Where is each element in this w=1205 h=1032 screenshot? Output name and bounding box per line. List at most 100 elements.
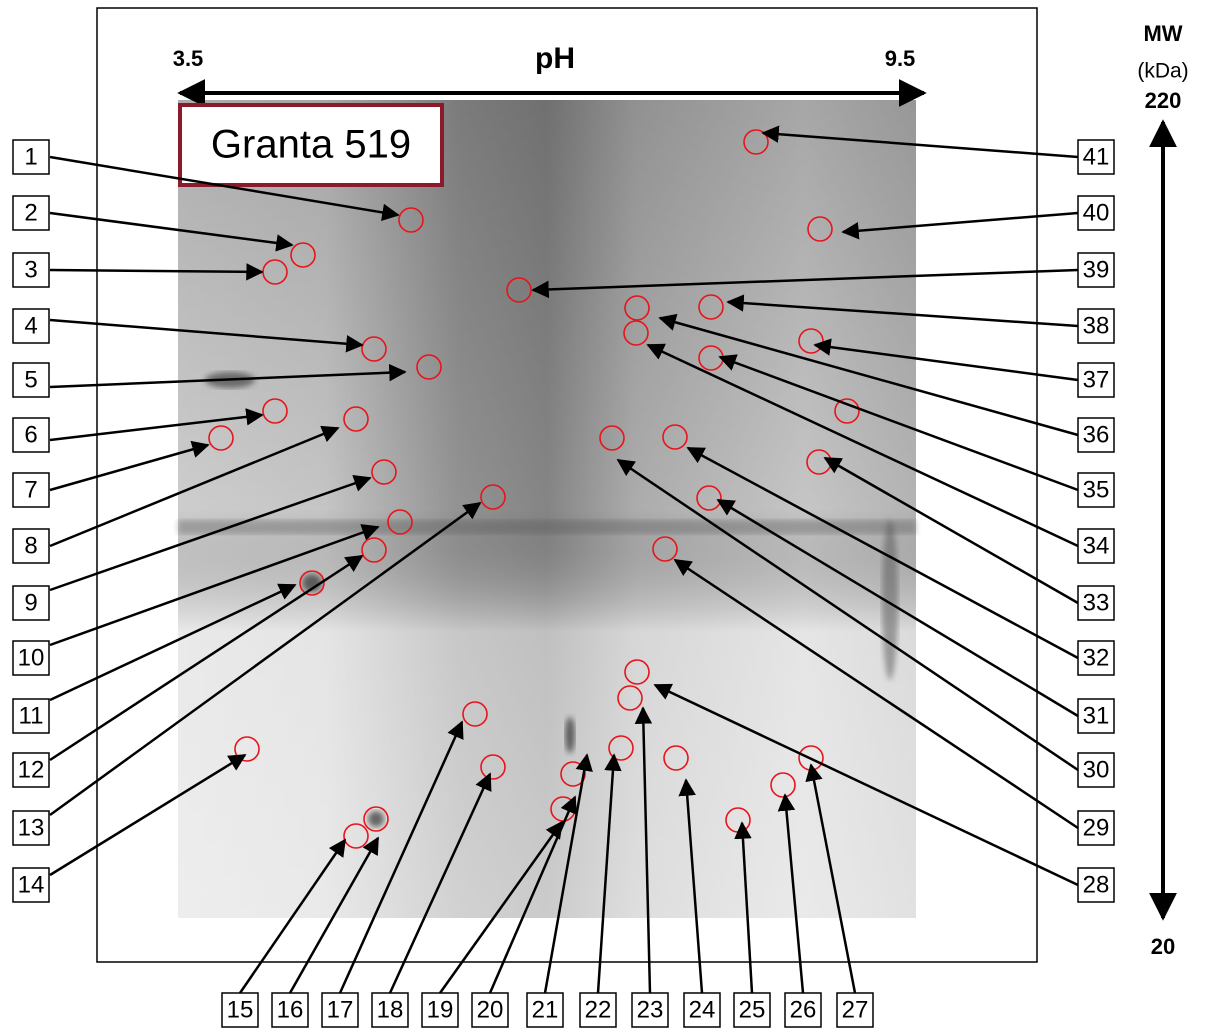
spot-circle <box>696 485 722 511</box>
spot-label: 33 <box>1083 589 1110 616</box>
spot-arrow <box>388 772 492 994</box>
spot-circle <box>343 823 369 849</box>
spot-label: 18 <box>377 996 404 1023</box>
spot-label-box <box>12 867 50 903</box>
spot-circle <box>617 685 643 711</box>
spot-arrow <box>734 821 754 994</box>
spot-circle <box>599 425 625 451</box>
spot-label-box <box>12 472 50 508</box>
spot-label: 14 <box>18 871 45 898</box>
spot-circle <box>506 277 532 303</box>
spot-circle <box>361 537 387 563</box>
spot-circle <box>208 425 234 451</box>
spot-arrow <box>686 446 1079 660</box>
spot-label: 6 <box>24 421 37 448</box>
spot-label: 8 <box>24 532 37 559</box>
spot-label: 24 <box>689 996 716 1023</box>
spot-circle <box>387 509 413 535</box>
spot-arrow <box>49 583 297 702</box>
spot-label-box <box>12 640 50 676</box>
mw-min: 20 <box>1151 934 1175 959</box>
spot-label: 3 <box>24 256 37 283</box>
spot-arrow <box>673 558 1079 830</box>
spot-label-box <box>579 992 617 1028</box>
spot-arrow <box>49 408 264 442</box>
spot-label-box <box>12 698 50 734</box>
spot-arrow <box>718 354 1079 492</box>
spot-arrow <box>49 155 400 222</box>
spot-arrow <box>49 501 482 817</box>
spot-label: 21 <box>532 996 559 1023</box>
spot-label: 28 <box>1083 871 1110 898</box>
spot-label-box <box>1077 195 1115 231</box>
spot-label: 40 <box>1083 199 1110 226</box>
ph-max: 9.5 <box>885 46 916 71</box>
spot-label-box <box>221 992 259 1028</box>
spot-label-box <box>1077 362 1115 398</box>
sample-label: Granta 519 <box>211 123 411 167</box>
spot-arrow <box>438 820 564 994</box>
spot-label-box <box>471 992 509 1028</box>
spot-label-box <box>371 992 409 1028</box>
spot-label-box <box>12 195 50 231</box>
spot-label: 5 <box>24 366 37 393</box>
spot-arrow <box>288 836 380 994</box>
spot-arrow <box>658 313 1079 437</box>
spot-arrow <box>49 753 247 877</box>
spot-circle <box>624 295 650 321</box>
spot-arrow <box>646 343 1079 548</box>
spot-label: 7 <box>24 476 37 503</box>
mw-max: 220 <box>1145 88 1182 113</box>
spot-label-box <box>1077 472 1115 508</box>
spot-label: 9 <box>24 589 37 616</box>
spot-arrow <box>841 211 1079 240</box>
spot-label-box <box>421 992 459 1028</box>
spot-label-box <box>631 992 669 1028</box>
spot-label: 34 <box>1083 532 1110 559</box>
spot-label-box <box>12 752 50 788</box>
spot-label: 39 <box>1083 256 1110 283</box>
spot-label: 12 <box>18 756 45 783</box>
spot-label-box <box>12 585 50 621</box>
spot-arrow <box>543 753 593 994</box>
spot-circle <box>652 536 678 562</box>
spot-arrow <box>813 338 1079 382</box>
spot-label: 36 <box>1083 421 1110 448</box>
spot-arrow <box>678 778 704 994</box>
spot-label-box <box>321 992 359 1028</box>
spot-label: 15 <box>227 996 254 1023</box>
spot-label: 19 <box>427 996 454 1023</box>
spot-label-box <box>1077 585 1115 621</box>
spot-circle <box>807 216 833 242</box>
spot-label-box <box>1077 810 1115 846</box>
spot-label: 16 <box>277 996 304 1023</box>
spot-label: 26 <box>790 996 817 1023</box>
spot-label: 13 <box>18 814 45 841</box>
spot-label: 2 <box>24 199 37 226</box>
spot-label: 32 <box>1083 644 1110 671</box>
frame <box>96 7 1038 963</box>
spot-arrow <box>805 763 857 994</box>
spot-label-box <box>784 992 822 1028</box>
mw-title: MW <box>1143 21 1182 46</box>
spot-arrow <box>823 456 1079 605</box>
spot-label: 10 <box>18 644 45 671</box>
spot-circle <box>623 320 649 346</box>
spot-circle <box>560 761 586 787</box>
spot-arrow <box>49 211 294 252</box>
spot-arrow <box>238 838 347 994</box>
spot-circle <box>834 398 860 424</box>
spot-label-box <box>1077 528 1115 564</box>
spot-circle <box>624 659 650 685</box>
spot-arrow <box>49 363 407 389</box>
spot-label-box <box>271 992 309 1028</box>
spot-label-box <box>12 252 50 288</box>
spot-label-box <box>12 528 50 564</box>
spot-label: 37 <box>1083 366 1110 393</box>
spot-circle <box>343 406 369 432</box>
spot-label: 4 <box>24 312 37 339</box>
spot-label-box <box>1077 252 1115 288</box>
sample-box <box>178 103 444 187</box>
